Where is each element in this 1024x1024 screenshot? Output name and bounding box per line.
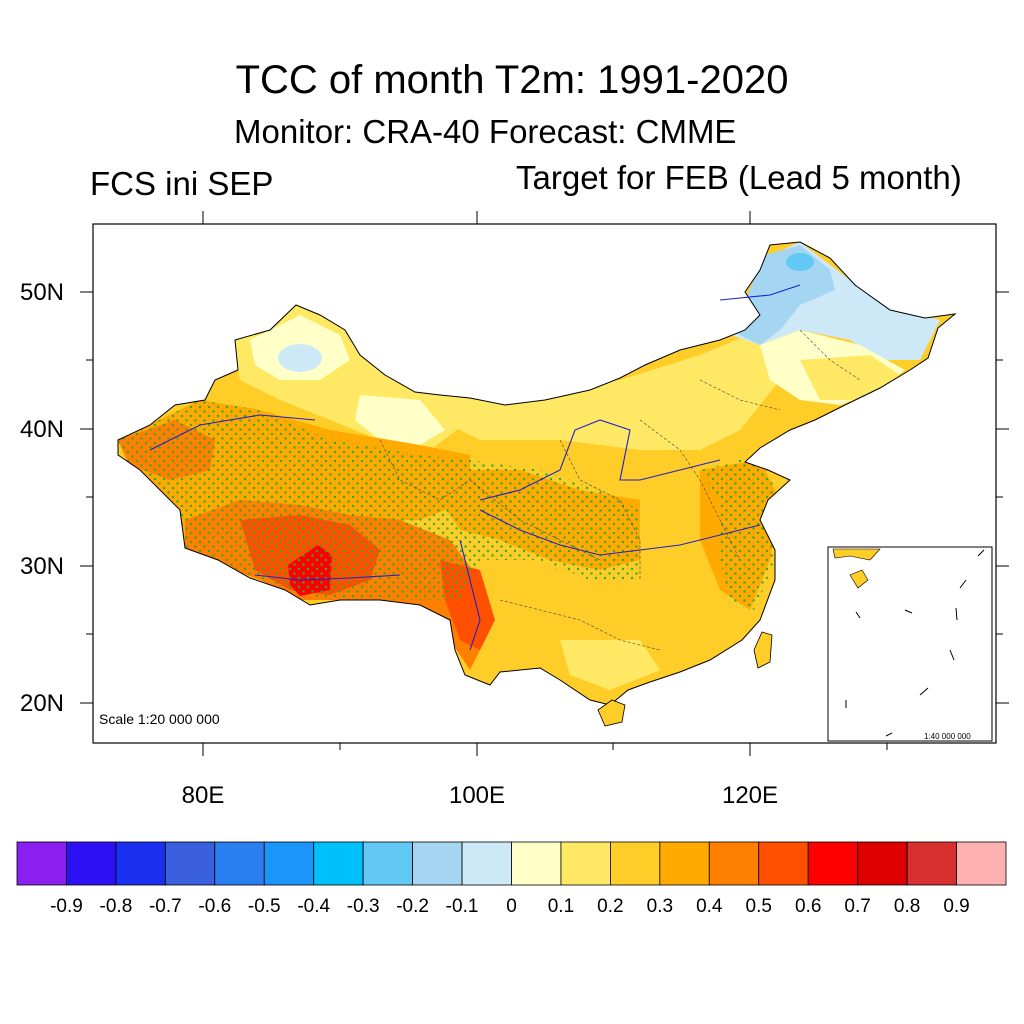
chart-title: TCC of month T2m: 1991-2020 xyxy=(235,58,789,102)
colorbar-swatch xyxy=(16,841,67,886)
colorbar-swatch xyxy=(511,841,562,886)
colorbar-label: 0.8 xyxy=(893,896,921,917)
lat-label-20n: 20N xyxy=(19,690,64,717)
inset-hainan xyxy=(849,569,869,589)
colorbar-label: -0.7 xyxy=(148,896,182,917)
axis-ticks xyxy=(80,211,1009,756)
colorbar-swatch xyxy=(461,841,512,886)
colorbar-label: 0.2 xyxy=(597,896,624,917)
colorbar-label: -0.1 xyxy=(445,896,479,917)
right-label: Target for FEB (Lead 5 month) xyxy=(516,159,962,196)
inset-scale-note: 1:40 000 000 xyxy=(924,732,971,741)
colorbar-swatch xyxy=(560,841,611,886)
left-label: FCS ini SEP xyxy=(90,165,274,202)
colorbar-swatch xyxy=(313,841,364,886)
colorbar-swatch xyxy=(659,841,710,886)
rivers xyxy=(149,284,801,651)
colorbar-swatch xyxy=(164,841,216,886)
colorbar-swatch xyxy=(214,841,265,886)
colorbar-swatch xyxy=(66,841,117,886)
scale-note: Scale 1:20 000 000 xyxy=(99,711,220,727)
chart-subtitle: Monitor: CRA-40 Forecast: CMME xyxy=(234,113,737,150)
colorbar-swatch xyxy=(956,841,1007,886)
colorbar-label: -0.5 xyxy=(247,896,281,917)
china-border xyxy=(117,241,957,706)
colorbar-label: 0.5 xyxy=(745,896,772,917)
inset-dashes xyxy=(845,549,985,737)
colorbar-swatch xyxy=(807,841,859,886)
taiwan-island xyxy=(753,631,773,669)
lat-label-30n: 30N xyxy=(19,553,64,580)
colorbar-label: -0.4 xyxy=(297,896,331,917)
colorbar-swatch xyxy=(906,841,957,886)
colorbar-label: 0.4 xyxy=(696,896,723,917)
colorbar-label: -0.6 xyxy=(198,896,232,917)
colorbar-swatch xyxy=(610,841,661,886)
lat-label-50n: 50N xyxy=(19,279,64,306)
lon-label-100e: 100E xyxy=(448,782,506,809)
hainan-island xyxy=(597,699,626,727)
colorbar-label: 0.7 xyxy=(844,896,871,917)
colorbar-label: 0 xyxy=(506,896,517,917)
colorbar xyxy=(16,841,1007,886)
colorbar-swatch xyxy=(362,841,413,886)
lon-label-80e: 80E xyxy=(181,782,225,809)
province-boundaries xyxy=(379,329,861,651)
colorbar-label: 0.3 xyxy=(646,896,674,917)
colorbar-label: -0.9 xyxy=(50,896,83,917)
lat-label-40n: 40N xyxy=(19,416,64,443)
colorbar-swatch xyxy=(115,841,166,886)
colorbar-swatch xyxy=(263,841,315,886)
colorbar-swatch xyxy=(758,841,809,886)
significance-dots xyxy=(118,400,780,610)
colorbar-label: -0.2 xyxy=(396,896,429,917)
colorbar-swatch xyxy=(708,841,760,886)
colorbar-label: -0.3 xyxy=(346,896,380,917)
lon-label-120e: 120E xyxy=(721,782,779,809)
colorbar-swatch xyxy=(857,841,908,886)
colorbar-label: 0.9 xyxy=(943,896,970,917)
colorbar-swatch xyxy=(412,841,463,886)
colorbar-label: 0.1 xyxy=(547,896,575,917)
inset-coast xyxy=(832,548,881,561)
colorbar-label: -0.8 xyxy=(99,896,133,917)
colorbar-label: 0.6 xyxy=(794,896,822,917)
